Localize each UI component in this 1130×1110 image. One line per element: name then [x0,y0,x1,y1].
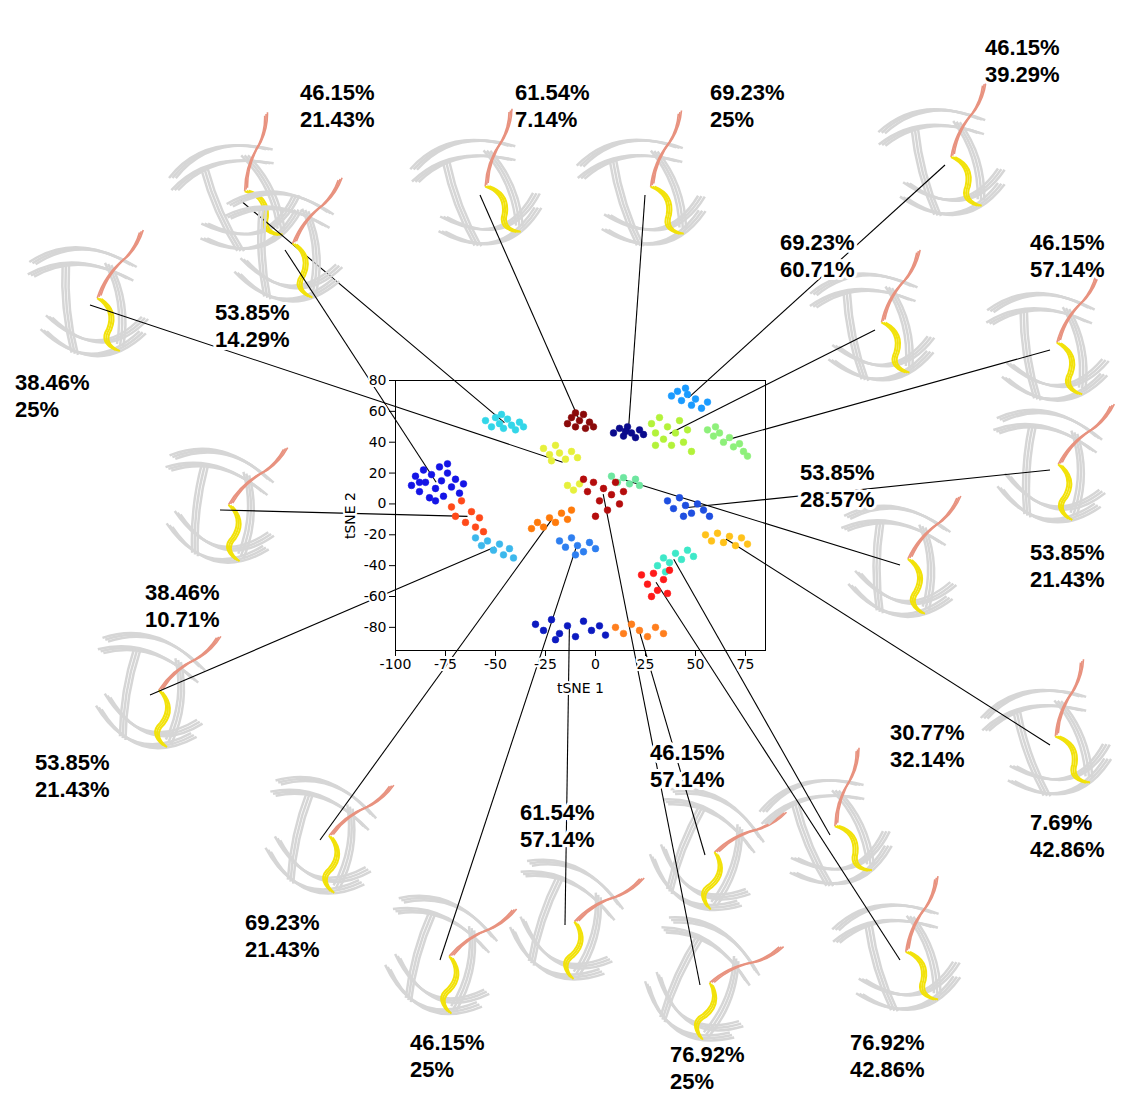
svg-text:69.23%60.71%: 69.23%60.71% [780,230,855,282]
svg-text:46.15%39.29%: 46.15%39.29% [985,35,1060,87]
svg-text:-75: -75 [434,656,457,672]
svg-text:-50: -50 [484,656,507,672]
svg-text:-60: -60 [364,588,387,604]
svg-text:tSNE 1: tSNE 1 [557,680,604,696]
svg-text:0: 0 [378,495,387,511]
svg-text:-80: -80 [364,619,387,635]
svg-text:46.15%57.14%: 46.15%57.14% [650,740,725,792]
svg-text:-25: -25 [534,656,557,672]
svg-text:53.85%14.29%: 53.85%14.29% [215,300,290,352]
svg-text:-100: -100 [380,656,412,672]
svg-text:76.92%42.86%: 76.92%42.86% [850,1030,925,1082]
svg-text:25: 25 [637,656,655,672]
svg-text:61.54%7.14%: 61.54%7.14% [515,80,590,132]
svg-text:30.77%32.14%: 30.77%32.14% [890,720,965,772]
svg-text:0: 0 [591,656,600,672]
svg-text:7.69%42.86%: 7.69%42.86% [1030,810,1105,862]
svg-text:75: 75 [737,656,755,672]
svg-text:60: 60 [369,403,387,419]
svg-text:76.92%25%: 76.92%25% [670,1042,745,1094]
svg-text:38.46%25%: 38.46%25% [15,370,90,422]
svg-text:46.15%57.14%: 46.15%57.14% [1030,230,1105,282]
svg-text:69.23%21.43%: 69.23%21.43% [245,910,320,962]
svg-text:53.85%21.43%: 53.85%21.43% [35,750,110,802]
svg-text:-40: -40 [364,557,387,573]
svg-text:50: 50 [687,656,705,672]
svg-text:-20: -20 [364,526,387,542]
svg-text:46.15%25%: 46.15%25% [410,1030,485,1082]
svg-text:20: 20 [369,465,387,481]
svg-text:61.54%57.14%: 61.54%57.14% [520,800,595,852]
svg-text:38.46%10.71%: 38.46%10.71% [145,580,220,632]
svg-text:40: 40 [369,434,387,450]
svg-text:53.85%21.43%: 53.85%21.43% [1030,540,1105,592]
svg-text:53.85%28.57%: 53.85%28.57% [800,460,875,512]
svg-text:tSNE 2: tSNE 2 [342,492,358,539]
svg-text:80: 80 [369,372,387,388]
svg-text:46.15%21.43%: 46.15%21.43% [300,80,375,132]
svg-text:69.23%25%: 69.23%25% [710,80,785,132]
